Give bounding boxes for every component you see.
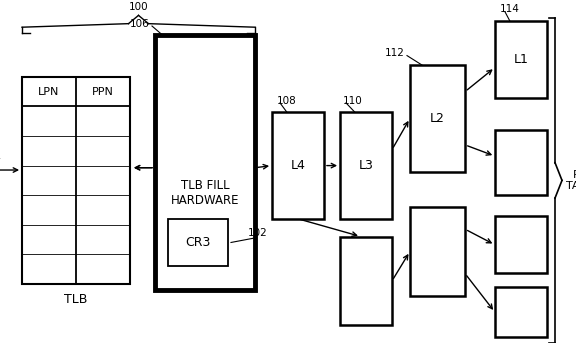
Text: TLB: TLB xyxy=(65,293,88,306)
Text: 102: 102 xyxy=(248,228,268,238)
Text: L3: L3 xyxy=(359,159,373,172)
Bar xyxy=(22,77,130,284)
Text: 112: 112 xyxy=(385,48,405,58)
Bar xyxy=(340,237,392,325)
Bar xyxy=(495,21,547,98)
Bar xyxy=(340,113,392,219)
Text: CR3: CR3 xyxy=(185,236,211,249)
Bar xyxy=(272,113,324,219)
Text: L4: L4 xyxy=(290,159,305,172)
Text: 110: 110 xyxy=(343,96,363,106)
Text: L2: L2 xyxy=(430,112,445,125)
Bar xyxy=(495,130,547,195)
Text: 104: 104 xyxy=(0,153,2,163)
Bar xyxy=(410,65,465,172)
Text: 114: 114 xyxy=(500,4,520,14)
Text: 108: 108 xyxy=(277,96,297,106)
Bar xyxy=(495,287,547,337)
Text: PPN: PPN xyxy=(92,87,114,97)
Bar xyxy=(495,216,547,273)
Text: TLB FILL
HARDWARE: TLB FILL HARDWARE xyxy=(170,179,239,207)
Text: PAGE
TABLES: PAGE TABLES xyxy=(566,169,576,191)
Bar xyxy=(155,35,255,290)
Text: L1: L1 xyxy=(514,53,528,66)
Text: 100: 100 xyxy=(128,2,148,12)
Bar xyxy=(168,219,228,266)
Text: LPN: LPN xyxy=(39,87,60,97)
Bar xyxy=(410,207,465,296)
Text: 106: 106 xyxy=(130,19,150,29)
